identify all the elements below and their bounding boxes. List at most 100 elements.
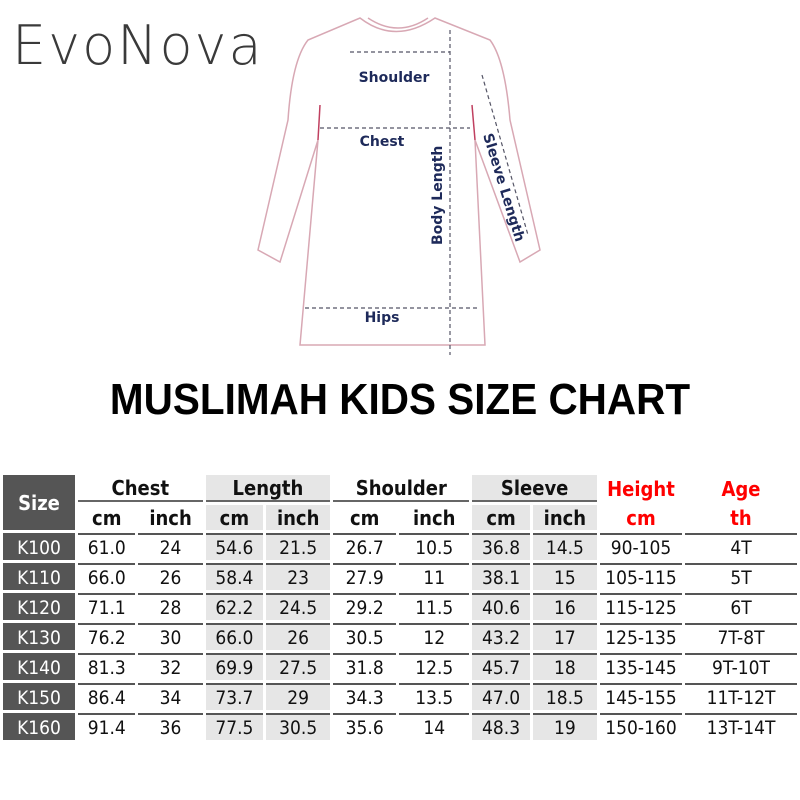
table-cell: 13T-14T bbox=[685, 713, 797, 740]
body-length-label: Body Length bbox=[430, 146, 446, 245]
unit-header: inch bbox=[532, 505, 597, 530]
table-cell: 47.0 bbox=[472, 683, 530, 710]
table-cell: 29.2 bbox=[333, 593, 397, 620]
table-cell: 24 bbox=[138, 533, 203, 560]
table-cell: 26 bbox=[266, 623, 331, 650]
table-cell: 16 bbox=[532, 593, 597, 620]
table-cell: 18.5 bbox=[532, 683, 597, 710]
table-cell: 5T bbox=[685, 563, 797, 590]
table-cell: 24.5 bbox=[266, 593, 331, 620]
table-cell: 36 bbox=[138, 713, 203, 740]
table-cell: 45.7 bbox=[472, 653, 530, 680]
table-row: K120 71.1 28 62.2 24.5 29.2 11.5 40.6 16 115-125 6… bbox=[3, 593, 797, 620]
brand-logo: EvoNova bbox=[12, 14, 264, 77]
table-cell: 34 bbox=[138, 683, 203, 710]
page-title: MUSLIMAH KIDS SIZE CHART bbox=[109, 375, 691, 424]
table-cell: 36.8 bbox=[472, 533, 530, 560]
size-cell: K110 bbox=[3, 563, 75, 590]
table-cell: 54.6 bbox=[205, 533, 264, 560]
table-cell: 21.5 bbox=[266, 533, 331, 560]
height-header: Height bbox=[607, 476, 675, 501]
table-cell: 4T bbox=[685, 533, 797, 560]
size-cell: K150 bbox=[3, 683, 75, 710]
table-cell: 30.5 bbox=[333, 623, 397, 650]
chest-header: Chest bbox=[78, 475, 203, 502]
table-cell: 58.4 bbox=[205, 563, 264, 590]
garment-diagram: Shoulder Chest Body Length Sleeve Length… bbox=[257, 17, 541, 355]
age-header: Age bbox=[721, 476, 761, 501]
table-cell: 81.3 bbox=[78, 653, 136, 680]
table-cell: 90-105 bbox=[600, 533, 682, 560]
table-cell: 66.0 bbox=[205, 623, 264, 650]
shoulder-label: Shoulder bbox=[359, 70, 430, 86]
size-chart-table: Size Chest Length Shoulder Sleeve Height… bbox=[0, 472, 800, 743]
unit-header: cm bbox=[92, 505, 122, 530]
table-cell: 86.4 bbox=[78, 683, 136, 710]
unit-header: cm bbox=[472, 505, 530, 530]
table-row: K110 66.0 26 58.4 23 27.9 11 38.1 15 105-115 5T bbox=[3, 563, 797, 590]
table-cell: 26.7 bbox=[333, 533, 397, 560]
size-header: Size bbox=[3, 475, 75, 530]
chest-label: Chest bbox=[360, 134, 405, 150]
table-row: K150 86.4 34 73.7 29 34.3 13.5 47.0 18.5 145-155 1… bbox=[3, 683, 797, 710]
table-cell: 10.5 bbox=[399, 533, 470, 560]
table-cell: 66.0 bbox=[78, 563, 136, 590]
table-cell: 14.5 bbox=[532, 533, 597, 560]
table-cell: 69.9 bbox=[205, 653, 264, 680]
table-cell: 11 bbox=[399, 563, 470, 590]
table-cell: 11T-12T bbox=[685, 683, 797, 710]
length-header: Length bbox=[205, 475, 331, 502]
table-cell: 35.6 bbox=[333, 713, 397, 740]
table-cell: 28 bbox=[138, 593, 203, 620]
table-cell: 12.5 bbox=[399, 653, 470, 680]
size-cell: K160 bbox=[3, 713, 75, 740]
unit-header: cm bbox=[205, 505, 264, 530]
table-row: K140 81.3 32 69.9 27.5 31.8 12.5 45.7 18 135-145 9… bbox=[3, 653, 797, 680]
shoulder-header: Shoulder bbox=[333, 475, 470, 502]
table-cell: 6T bbox=[685, 593, 797, 620]
table-cell: 19 bbox=[532, 713, 597, 740]
table-cell: 13.5 bbox=[399, 683, 470, 710]
table-cell: 15 bbox=[532, 563, 597, 590]
table-cell: 18 bbox=[532, 653, 597, 680]
size-cell: K120 bbox=[3, 593, 75, 620]
table-cell: 7T-8T bbox=[685, 623, 797, 650]
table-cell: 31.8 bbox=[333, 653, 397, 680]
table-cell: 29 bbox=[266, 683, 331, 710]
table-cell: 77.5 bbox=[205, 713, 264, 740]
table-cell: 105-115 bbox=[600, 563, 682, 590]
table-cell: 43.2 bbox=[472, 623, 530, 650]
table-cell: 71.1 bbox=[78, 593, 136, 620]
sleeve-length-label: Sleeve Length bbox=[479, 131, 527, 243]
table-cell: 34.3 bbox=[333, 683, 397, 710]
table-cell: 38.1 bbox=[472, 563, 530, 590]
table-cell: 62.2 bbox=[205, 593, 264, 620]
hips-label: Hips bbox=[365, 310, 400, 326]
table-cell: 135-145 bbox=[600, 653, 682, 680]
table-cell: 73.7 bbox=[205, 683, 264, 710]
unit-header: inch bbox=[413, 505, 456, 530]
table-cell: 14 bbox=[399, 713, 470, 740]
table-cell: 30 bbox=[138, 623, 203, 650]
sleeve-header: Sleeve bbox=[472, 475, 597, 502]
table-cell: 125-135 bbox=[600, 623, 682, 650]
table-cell: 61.0 bbox=[78, 533, 136, 560]
table-cell: 30.5 bbox=[266, 713, 331, 740]
table-cell: 27.5 bbox=[266, 653, 331, 680]
size-cell: K130 bbox=[3, 623, 75, 650]
table-row: K160 91.4 36 77.5 30.5 35.6 14 48.3 19 150-160 13T… bbox=[3, 713, 797, 740]
table-cell: 150-160 bbox=[600, 713, 682, 740]
size-cell: K140 bbox=[3, 653, 75, 680]
table-cell: 23 bbox=[266, 563, 331, 590]
garment-outline bbox=[257, 17, 541, 346]
table-cell: 26 bbox=[138, 563, 203, 590]
unit-header: inch bbox=[149, 505, 192, 530]
table-cell: 145-155 bbox=[600, 683, 682, 710]
height-unit: cm bbox=[626, 505, 656, 530]
table-cell: 91.4 bbox=[78, 713, 136, 740]
table-cell: 48.3 bbox=[472, 713, 530, 740]
age-unit: th bbox=[730, 505, 752, 530]
table-cell: 76.2 bbox=[78, 623, 136, 650]
table-cell: 9T-10T bbox=[685, 653, 797, 680]
table-cell: 32 bbox=[138, 653, 203, 680]
